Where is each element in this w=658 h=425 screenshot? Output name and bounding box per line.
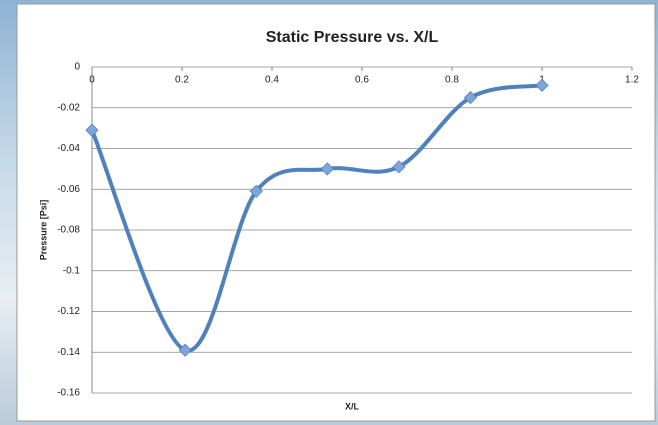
x-axis-title: X/L [345, 401, 360, 411]
x-tick-label: 0 [89, 75, 95, 86]
y-tick-label: -0.02 [57, 102, 80, 113]
y-tick-label: -0.04 [57, 143, 80, 154]
page: {"chart_data": {"type": "line", "title":… [0, 0, 658, 425]
y-axis-title: Pressure [Psi] [38, 200, 48, 261]
chart: Static Pressure vs. X/L X/L Pressure [Ps… [0, 0, 658, 425]
x-tick-label: 1.2 [625, 75, 639, 86]
y-tick-label: 0 [74, 62, 80, 73]
y-tick-label: -0.16 [57, 388, 80, 399]
chart-title: Static Pressure vs. X/L [266, 29, 439, 46]
x-tick-label: 0.8 [445, 75, 459, 86]
y-tick-label: -0.1 [63, 265, 81, 276]
y-tick-label: -0.12 [57, 306, 80, 317]
chart-area [17, 4, 655, 421]
y-tick-label: -0.08 [57, 225, 80, 236]
y-tick-label: -0.06 [57, 184, 80, 195]
x-tick-label: 0.2 [175, 75, 189, 86]
x-tick-label: 0.6 [355, 75, 369, 86]
y-tick-label: -0.14 [57, 347, 80, 358]
x-tick-label: 0.4 [265, 75, 279, 86]
